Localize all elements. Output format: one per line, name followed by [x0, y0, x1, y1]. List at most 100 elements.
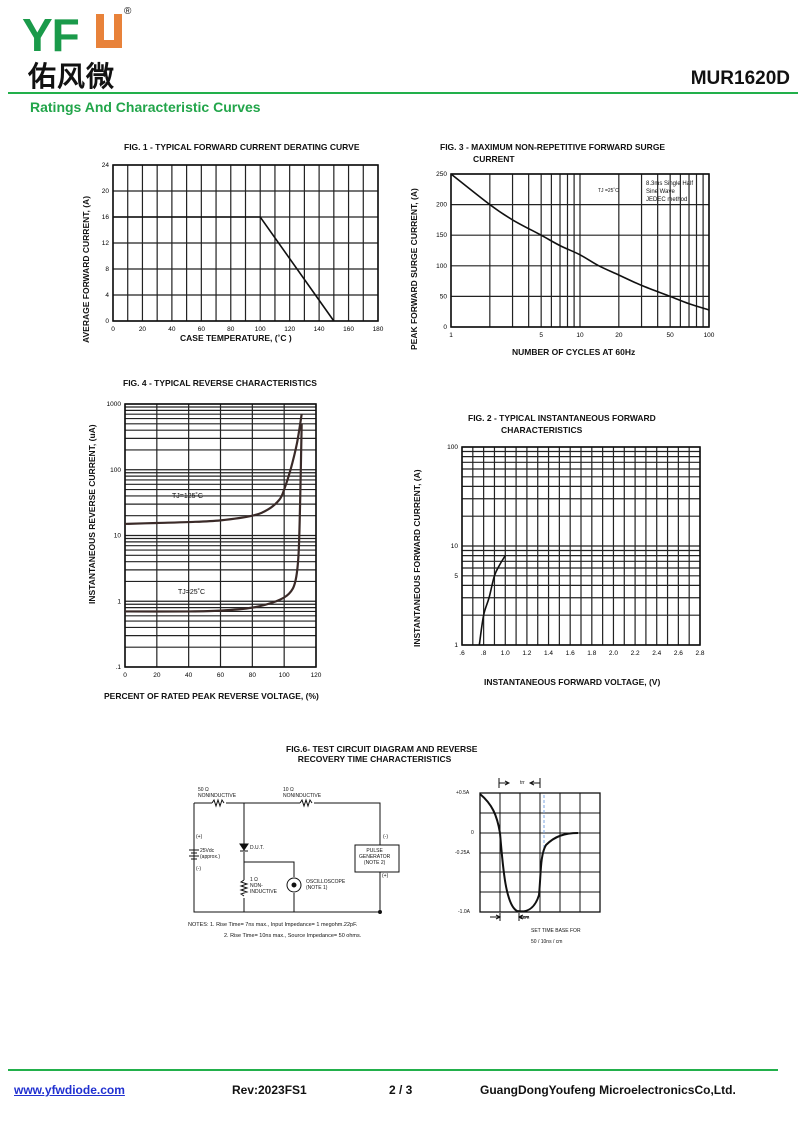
fig1-x-tick-label: 180: [373, 326, 384, 333]
fig4-series-line-0: [124, 414, 303, 526]
fig2-x-tick-label: 1.8: [587, 650, 596, 657]
fig4-y-tick-label: 1000: [107, 401, 122, 408]
fig6-minus-right: (-): [383, 834, 388, 840]
fig3-plot-frame: [450, 173, 710, 328]
fig1-x-tick-label: 0: [111, 326, 115, 333]
fig6-pulse-generator-box: [354, 844, 400, 873]
fig6-timebase-label: SET TIME BASE FOR 50 / 10ns / cm: [531, 928, 581, 945]
fig4-xlabel: PERCENT OF RATED PEAK REVERSE VOLTAGE, (…: [104, 691, 319, 701]
fig3-x-tick-label: 50: [667, 332, 675, 339]
page-number: 2 / 3: [389, 1083, 413, 1097]
fig1-y-tick-label: 0: [105, 318, 109, 325]
fig6-dut-label: D.U.T.: [250, 845, 264, 851]
fig1-series-line-0: [113, 216, 335, 322]
fig4-x-tick-label: 120: [311, 672, 322, 679]
fig4-y-tick-label: 1: [117, 598, 121, 605]
fig6-resistor-1ohm: [239, 879, 249, 897]
fig3-y-tick-label: 150: [436, 232, 447, 239]
fig1-y-tick-label: 24: [102, 162, 110, 169]
footer-rule: [8, 1069, 778, 1071]
fig1-chart: 0 20 40 60 80 100 120 140 160 180 0 4 8 12 16 20 24: [102, 162, 384, 333]
fig4-y-tick-label: 100: [110, 467, 121, 474]
fig6-y-label-2: -0.25A: [455, 850, 470, 856]
fig6-y-label-0: +0.5A: [456, 790, 470, 796]
fig3-conditions-box: 8.3ms Single Half Sine Wave JEDEC method: [643, 178, 697, 206]
fig1-x-tick-label: 140: [314, 326, 325, 333]
fig3-xlabel: NUMBER OF CYCLES AT 60Hz: [512, 347, 636, 357]
logo-w-mark: [96, 14, 122, 48]
fig1-x-tick-label: 100: [255, 326, 266, 333]
fig1-y-tick-label: 4: [105, 292, 109, 299]
fig2-x-tick-label: 2.2: [631, 650, 640, 657]
fig3-y-tick-label: 50: [440, 293, 448, 300]
fig3-y-tick-label: 250: [436, 171, 447, 178]
fig6-scope-label: OSCILLOSCOPE (NOTE 1): [306, 879, 346, 891]
fig4-x-tick-label: 80: [249, 672, 257, 679]
logo-chinese: 佑风微: [28, 61, 116, 92]
fig3-x-tick-label: 1: [449, 332, 453, 339]
fig2-x-tick-label: 2.8: [695, 650, 704, 657]
logo-yf: YF: [22, 9, 80, 61]
fig6-y-label-3: -1.0A: [458, 909, 470, 915]
registered-mark: ®: [124, 6, 132, 17]
revision: Rev:2023FS1: [232, 1083, 307, 1097]
header-rule: [8, 92, 798, 94]
fig1-plot-frame: [112, 164, 379, 322]
fig2-x-tick-label: 2.4: [652, 650, 661, 657]
fig4-y-tick-label: 10: [114, 533, 122, 540]
fig2-x-tick-label: .8: [481, 650, 487, 657]
fig6-note-2: 2. Rise Time= 10ns max., Source Impedanc…: [224, 933, 362, 939]
fig3-x-tick-label: 20: [615, 332, 623, 339]
fig2-plot-frame: [461, 446, 701, 646]
fig1-x-tick-label: 20: [139, 326, 147, 333]
fig2-x-tick-label: 1.6: [566, 650, 575, 657]
fig6-plus-right: (+): [382, 873, 389, 879]
fig3-y-tick-label: 200: [436, 202, 447, 209]
fig6-circuit-wires: [193, 802, 381, 913]
fig2-title: FIG. 2 - TYPICAL INSTANTANEOUS FORWARD C…: [468, 413, 656, 435]
fig6-1cm-arrows: [490, 913, 529, 921]
fig2-x-tick-label: 1.2: [522, 650, 531, 657]
fig1-title: FIG. 1 - TYPICAL FORWARD CURRENT DERATIN…: [124, 142, 360, 152]
fig6-source-label: 25Vdc (approx.): [200, 848, 221, 860]
fig6-r2-label: 10 Ω NONINDUCTIVE: [283, 787, 322, 799]
fig6-r3-label: 1 Ω NON- INDUCTIVE: [250, 877, 277, 895]
fig4-x-tick-label: 100: [279, 672, 290, 679]
fig4-title: FIG. 4 - TYPICAL REVERSE CHARACTERISTICS: [123, 378, 317, 388]
fig3-x-tick-label: 100: [704, 332, 715, 339]
fig2-chart: .6 .8 1.0 1.2 1.4 1.6 1.8 2.0 2.2 2.4 2.6 2.8 1 5 10 10…: [447, 444, 705, 657]
fig4-x-tick-label: 40: [185, 672, 193, 679]
fig2-x-tick-label: 1.4: [544, 650, 553, 657]
fig1-y-tick-label: 12: [102, 240, 110, 247]
fig4-x-tick-label: 0: [123, 672, 127, 679]
fig6-minus-left: (-): [196, 866, 201, 872]
fig6-resistor-50ohm: [211, 798, 225, 808]
fig3-x-tick-label: 5: [539, 332, 543, 339]
fig6-title: FIG.6- TEST CIRCUIT DIAGRAM AND REVERSE …: [286, 744, 478, 764]
part-number: MUR1620D: [690, 68, 790, 89]
section-title: Ratings And Characteristic Curves: [30, 99, 261, 115]
fig1-x-tick-label: 160: [343, 326, 354, 333]
fig4-series-line-1: [124, 423, 303, 613]
fig3-x-tick-label: 10: [576, 332, 584, 339]
fig1-y-tick-label: 8: [105, 266, 109, 273]
fig1-x-tick-label: 40: [168, 326, 176, 333]
website-link[interactable]: www.yfwdiode.com: [14, 1083, 125, 1097]
fig6-battery-icon: [189, 849, 199, 860]
fig6-r1-label: 50 Ω NONINDUCTIVE: [198, 787, 237, 799]
fig3-title: FIG. 3 - MAXIMUM NON-REPETITIVE FORWARD …: [440, 142, 666, 164]
fig4-chart: 0 20 40 60 80 100 120 .1 1 10 100 1000: [107, 401, 322, 679]
fig2-x-tick-label: 1.0: [501, 650, 510, 657]
fig2-y-tick-label: 1: [454, 642, 458, 649]
fig2-y-tick-label: 5: [454, 573, 458, 580]
fig1-xlabel: CASE TEMPERATURE, (˚C ): [180, 333, 292, 343]
fig6-pulse-label: PULSE GENERATOR (NOTE 2): [359, 848, 391, 866]
fig6-1cm-label: 1cm: [520, 915, 530, 921]
fig3-y-tick-label: 100: [436, 263, 447, 270]
fig6-diode-icon: [239, 843, 249, 852]
fig6-trr-arrows: [498, 778, 541, 788]
fig6-note-1: NOTES: 1. Rise Time= 7ns max., Input Imp…: [188, 922, 358, 928]
fig1-y-tick-label: 20: [102, 188, 110, 195]
